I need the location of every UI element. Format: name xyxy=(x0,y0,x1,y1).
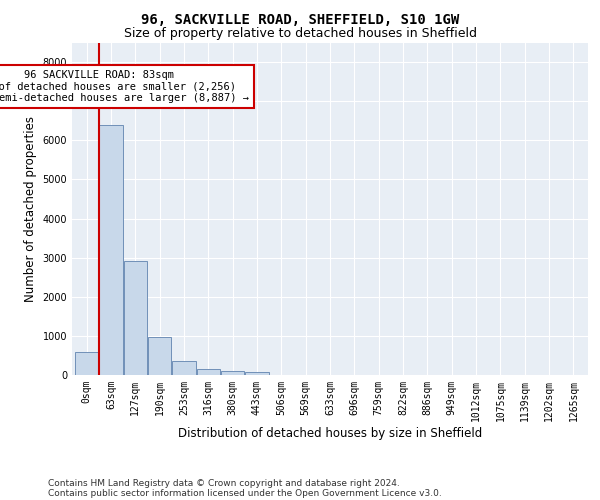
Bar xyxy=(124,261,147,375)
Bar xyxy=(172,362,196,375)
Text: Contains public sector information licensed under the Open Government Licence v3: Contains public sector information licen… xyxy=(48,488,442,498)
Text: Size of property relative to detached houses in Sheffield: Size of property relative to detached ho… xyxy=(124,28,476,40)
Text: Contains HM Land Registry data © Crown copyright and database right 2024.: Contains HM Land Registry data © Crown c… xyxy=(48,478,400,488)
Bar xyxy=(245,372,269,375)
Bar xyxy=(100,126,122,375)
Bar xyxy=(148,338,171,375)
Bar xyxy=(75,352,98,375)
Text: 96 SACKVILLE ROAD: 83sqm
← 20% of detached houses are smaller (2,256)
79% of sem: 96 SACKVILLE ROAD: 83sqm ← 20% of detach… xyxy=(0,70,249,103)
Bar xyxy=(221,371,244,375)
Text: 96, SACKVILLE ROAD, SHEFFIELD, S10 1GW: 96, SACKVILLE ROAD, SHEFFIELD, S10 1GW xyxy=(141,12,459,26)
X-axis label: Distribution of detached houses by size in Sheffield: Distribution of detached houses by size … xyxy=(178,426,482,440)
Bar xyxy=(197,368,220,375)
Y-axis label: Number of detached properties: Number of detached properties xyxy=(24,116,37,302)
